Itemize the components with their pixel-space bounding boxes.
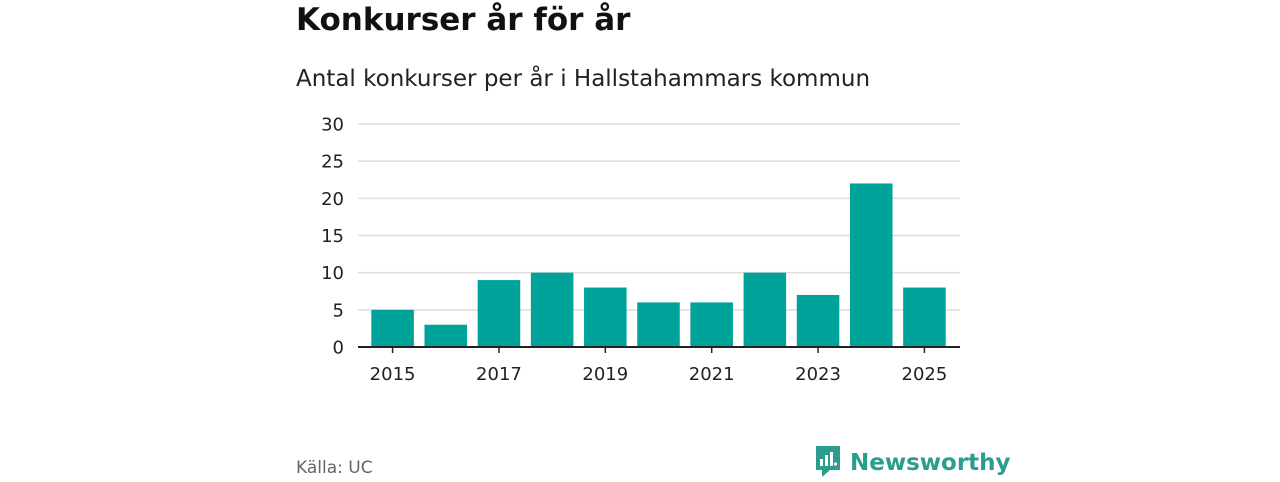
bar-2019 [584,287,627,347]
x-tick-label: 2017 [476,364,522,385]
y-tick-label: 15 [321,226,344,247]
y-tick-label: 30 [321,115,344,136]
newsworthy-logo-icon [814,444,842,482]
y-tick-label: 25 [321,152,344,173]
bar-2025 [903,287,946,347]
brand-logo[interactable]: Newsworthy [814,446,1011,480]
y-tick-label: 10 [321,263,344,284]
chart-title: Konkurser år för år [296,2,631,38]
x-tick-label: 2019 [582,364,628,385]
y-axis-ticks: 0 5 10 15 20 25 30 [321,115,344,359]
y-tick-label: 5 [333,300,344,321]
bar-2017 [477,280,521,347]
y-tick-label: 20 [321,189,344,210]
x-tick-label: 2015 [370,364,416,385]
x-axis-ticks: 2015 2017 2019 2021 2023 2025 [370,347,948,385]
bar-2022 [743,272,787,347]
brand-name: Newsworthy [850,450,1011,476]
x-tick-label: 2025 [902,364,948,385]
bar-2020 [637,302,680,347]
y-tick-label: 0 [333,338,344,359]
chart-subtitle: Antal konkurser per år i Hallstahammars … [296,66,871,92]
source-note: Källa: UC [296,458,373,478]
bar-2015 [371,309,414,347]
x-tick-label: 2023 [795,364,841,385]
bar-2016 [424,324,468,347]
bar-2024 [849,183,893,347]
bar-2018 [530,272,574,347]
bar-2021 [690,302,733,347]
x-tick-label: 2021 [689,364,735,385]
bars [371,183,946,347]
bar-2023 [796,294,840,347]
